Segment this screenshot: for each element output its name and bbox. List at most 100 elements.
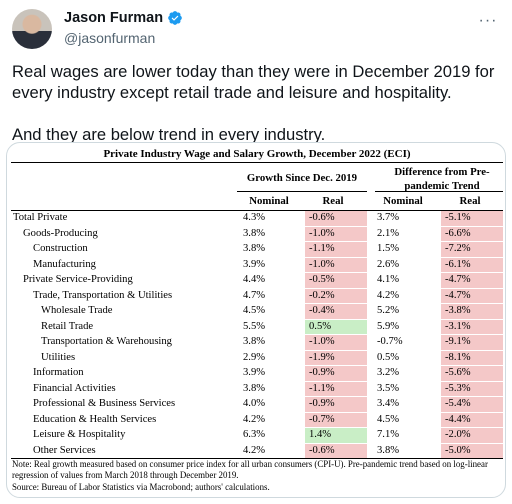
nominal-value-cell: 4.2%: [377, 289, 400, 301]
col-header-real: Real: [459, 195, 481, 207]
nominal-value-cell: 3.8%: [243, 243, 266, 254]
table-row: Private Service-Providing 4.4% -0.5% 4.1% -4…: [9, 273, 505, 288]
group-rule: [375, 191, 503, 192]
nominal-value-cell: 4.2%: [243, 413, 266, 425]
table-rule: [11, 210, 503, 211]
nominal-value-cell: 3.5%: [377, 382, 400, 394]
nominal-value-cell: 4.7%: [243, 289, 266, 301]
real-value-cell: -3.8%: [441, 304, 503, 319]
nominal-value-cell: 4.0%: [243, 398, 266, 409]
tweet-header: Jason Furman @jasonfurman ···: [12, 9, 500, 49]
table-rule: [11, 458, 503, 459]
real-value-cell: -5.4%: [441, 397, 503, 412]
nominal-value-cell: 4.2%: [243, 444, 266, 456]
table-row: Education & Health Services 4.2% -0.7% 4.5%…: [9, 412, 505, 428]
table-title: Private Industry Wage and Salary Growth,…: [103, 148, 411, 160]
real-value-cell: -0.4%: [305, 304, 367, 319]
nominal-value-cell: 4.3%: [243, 212, 266, 223]
real-value-cell: -3.1%: [441, 319, 503, 335]
group-header-growth: Growth Since Dec. 2019: [246, 172, 358, 184]
real-value-cell: -1.0%: [305, 226, 367, 242]
nominal-value-cell: 2.1%: [377, 227, 400, 239]
col-header-real: Real: [322, 195, 344, 207]
author-handle[interactable]: @jasonfurman: [64, 30, 156, 46]
nominal-value-cell: 4.5%: [377, 413, 400, 425]
verified-badge-icon: [168, 11, 182, 25]
row-label: Transportation & Warehousing: [41, 336, 172, 347]
nominal-value-cell: 5.9%: [377, 320, 400, 332]
row-label: Total Private: [13, 212, 68, 223]
real-value-cell: -1.1%: [305, 242, 367, 257]
real-value-cell: -0.9%: [305, 366, 367, 381]
real-value-cell: -5.1%: [441, 211, 503, 226]
real-value-cell: -5.3%: [441, 381, 503, 397]
avatar[interactable]: [12, 9, 52, 49]
nominal-value-cell: 1.5%: [377, 243, 400, 254]
source-text: Source: Bureau of Labor Statistics via M…: [12, 481, 270, 492]
nominal-value-cell: 3.2%: [377, 367, 400, 378]
table-row: Professional & Business Services 4.0% -0.9…: [9, 397, 505, 412]
table-note: Note: Real growth measured based on cons…: [12, 459, 504, 493]
nominal-value-cell: 3.8%: [243, 336, 266, 347]
nominal-value-cell: 3.4%: [377, 398, 400, 409]
real-value-cell: -0.6%: [305, 443, 367, 459]
table-row: Wholesale Trade 4.5% -0.4% 5.2% -3.8%: [9, 304, 505, 319]
row-label: Goods-Producing: [23, 227, 98, 239]
real-value-cell: -1.9%: [305, 350, 367, 366]
table-row: Construction 3.8% -1.1% 1.5% -7.2%: [9, 242, 505, 257]
nominal-value-cell: 3.7%: [377, 212, 400, 223]
author-name-line: Jason Furman: [64, 10, 183, 26]
nominal-value-cell: 7.1%: [377, 429, 400, 440]
nominal-value-cell: 6.3%: [243, 429, 266, 440]
nominal-value-cell: 4.5%: [243, 305, 266, 316]
col-header-nominal: Nominal: [383, 195, 423, 207]
table-rule: [11, 162, 503, 163]
real-value-cell: -6.6%: [441, 226, 503, 242]
row-label: Education & Health Services: [33, 413, 157, 425]
table-row: Total Private 4.3% -0.6% 3.7% -5.1%: [9, 211, 505, 226]
nominal-value-cell: 5.2%: [377, 305, 400, 316]
tweet-paragraph: And they are below trend in every indust…: [12, 125, 326, 144]
more-options-icon[interactable]: ···: [478, 12, 498, 29]
real-value-cell: -4.7%: [441, 273, 503, 288]
row-label: Wholesale Trade: [41, 305, 113, 316]
tweet-media-image[interactable]: Private Industry Wage and Salary Growth,…: [6, 142, 506, 498]
real-value-cell: -1.1%: [305, 381, 367, 397]
real-value-cell: -8.1%: [441, 350, 503, 366]
row-label: Utilities: [41, 351, 76, 363]
row-label: Professional & Business Services: [33, 398, 176, 409]
table-row: Retail Trade 5.5% 0.5% 5.9% -3.1%: [9, 319, 505, 335]
nominal-value-cell: 2.6%: [377, 258, 400, 270]
real-value-cell: -4.4%: [441, 412, 503, 428]
note-text: Note: Real growth measured based on cons…: [12, 459, 488, 481]
row-label: Financial Activities: [33, 382, 116, 394]
row-label: Manufacturing: [33, 258, 96, 270]
author-display-name[interactable]: Jason Furman: [64, 10, 164, 26]
real-value-cell: -6.1%: [441, 257, 503, 273]
table-row: Leisure & Hospitality 6.3% 1.4% 7.1% -2.0%: [9, 428, 505, 443]
real-value-cell: -5.6%: [441, 366, 503, 381]
nominal-value-cell: 3.9%: [243, 258, 266, 270]
col-header-nominal: Nominal: [249, 195, 289, 207]
group-rule: [237, 191, 367, 192]
nominal-value-cell: 2.9%: [243, 351, 266, 363]
group-header-trend: Difference from Pre-pandemic Trend: [394, 166, 490, 192]
real-value-cell: -1.0%: [305, 257, 367, 273]
real-value-cell: -4.7%: [441, 288, 503, 304]
nominal-value-cell: 3.8%: [377, 444, 400, 456]
row-label: Other Services: [33, 444, 96, 456]
real-value-cell: -0.7%: [305, 412, 367, 428]
table-row: Transportation & Warehousing 3.8% -1.0% -0.…: [9, 335, 505, 350]
real-value-cell: -9.1%: [441, 335, 503, 350]
table-row: Utilities 2.9% -1.9% 0.5% -8.1%: [9, 350, 505, 366]
row-label: Construction: [33, 243, 88, 254]
row-label: Retail Trade: [41, 320, 94, 332]
table-row: Other Services 4.2% -0.6% 3.8% -5.0%: [9, 443, 505, 459]
row-label: Information: [33, 367, 84, 378]
nominal-value-cell: -0.7%: [377, 336, 403, 347]
row-label: Private Service-Providing: [23, 274, 133, 285]
nominal-value-cell: 4.1%: [377, 274, 400, 285]
nominal-value-cell: 3.8%: [243, 227, 266, 239]
row-label: Leisure & Hospitality: [33, 429, 126, 440]
table-row: Manufacturing 3.9% -1.0% 2.6% -6.1%: [9, 257, 505, 273]
